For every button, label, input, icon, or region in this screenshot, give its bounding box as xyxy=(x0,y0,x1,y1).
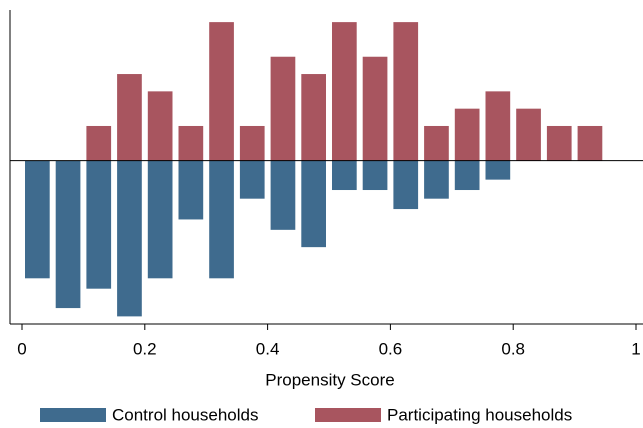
bar xyxy=(270,56,296,161)
bar xyxy=(577,125,603,161)
bar xyxy=(546,125,572,161)
x-tick-label: 0.4 xyxy=(256,339,280,358)
x-tick-label: 0 xyxy=(17,339,26,358)
bar xyxy=(209,160,234,279)
bar xyxy=(362,160,388,191)
bar xyxy=(424,125,449,161)
bar xyxy=(209,22,234,161)
legend-label: Participating households xyxy=(387,405,572,424)
x-tick-label: 1 xyxy=(631,339,640,358)
bar xyxy=(454,160,480,191)
x-axis-title: Propensity Score xyxy=(265,370,394,389)
legend-label: Control households xyxy=(112,405,258,424)
bar xyxy=(117,74,142,161)
bar xyxy=(332,160,357,191)
legend-swatch xyxy=(315,408,381,422)
bar xyxy=(86,160,112,289)
bar xyxy=(178,125,204,161)
bar xyxy=(270,160,296,230)
bar xyxy=(178,160,204,220)
bar xyxy=(147,91,173,161)
x-tick-label: 0.6 xyxy=(379,339,403,358)
bar xyxy=(485,160,511,180)
bar xyxy=(117,160,142,317)
bar xyxy=(516,108,541,161)
bar xyxy=(393,160,419,210)
x-tick-label: 0.8 xyxy=(501,339,525,358)
x-tick-label: 0.2 xyxy=(133,339,157,358)
bar xyxy=(55,160,81,309)
bar xyxy=(239,160,265,199)
bar xyxy=(86,125,112,161)
bar xyxy=(424,160,449,199)
legend-swatch xyxy=(40,408,106,422)
bar xyxy=(301,74,326,161)
bar xyxy=(454,108,480,161)
bar xyxy=(147,160,173,279)
bar xyxy=(25,160,50,279)
bar xyxy=(332,22,357,161)
bar xyxy=(301,160,326,248)
bar xyxy=(485,91,511,161)
bar xyxy=(362,56,388,161)
bar xyxy=(239,125,265,161)
bar xyxy=(393,22,419,161)
